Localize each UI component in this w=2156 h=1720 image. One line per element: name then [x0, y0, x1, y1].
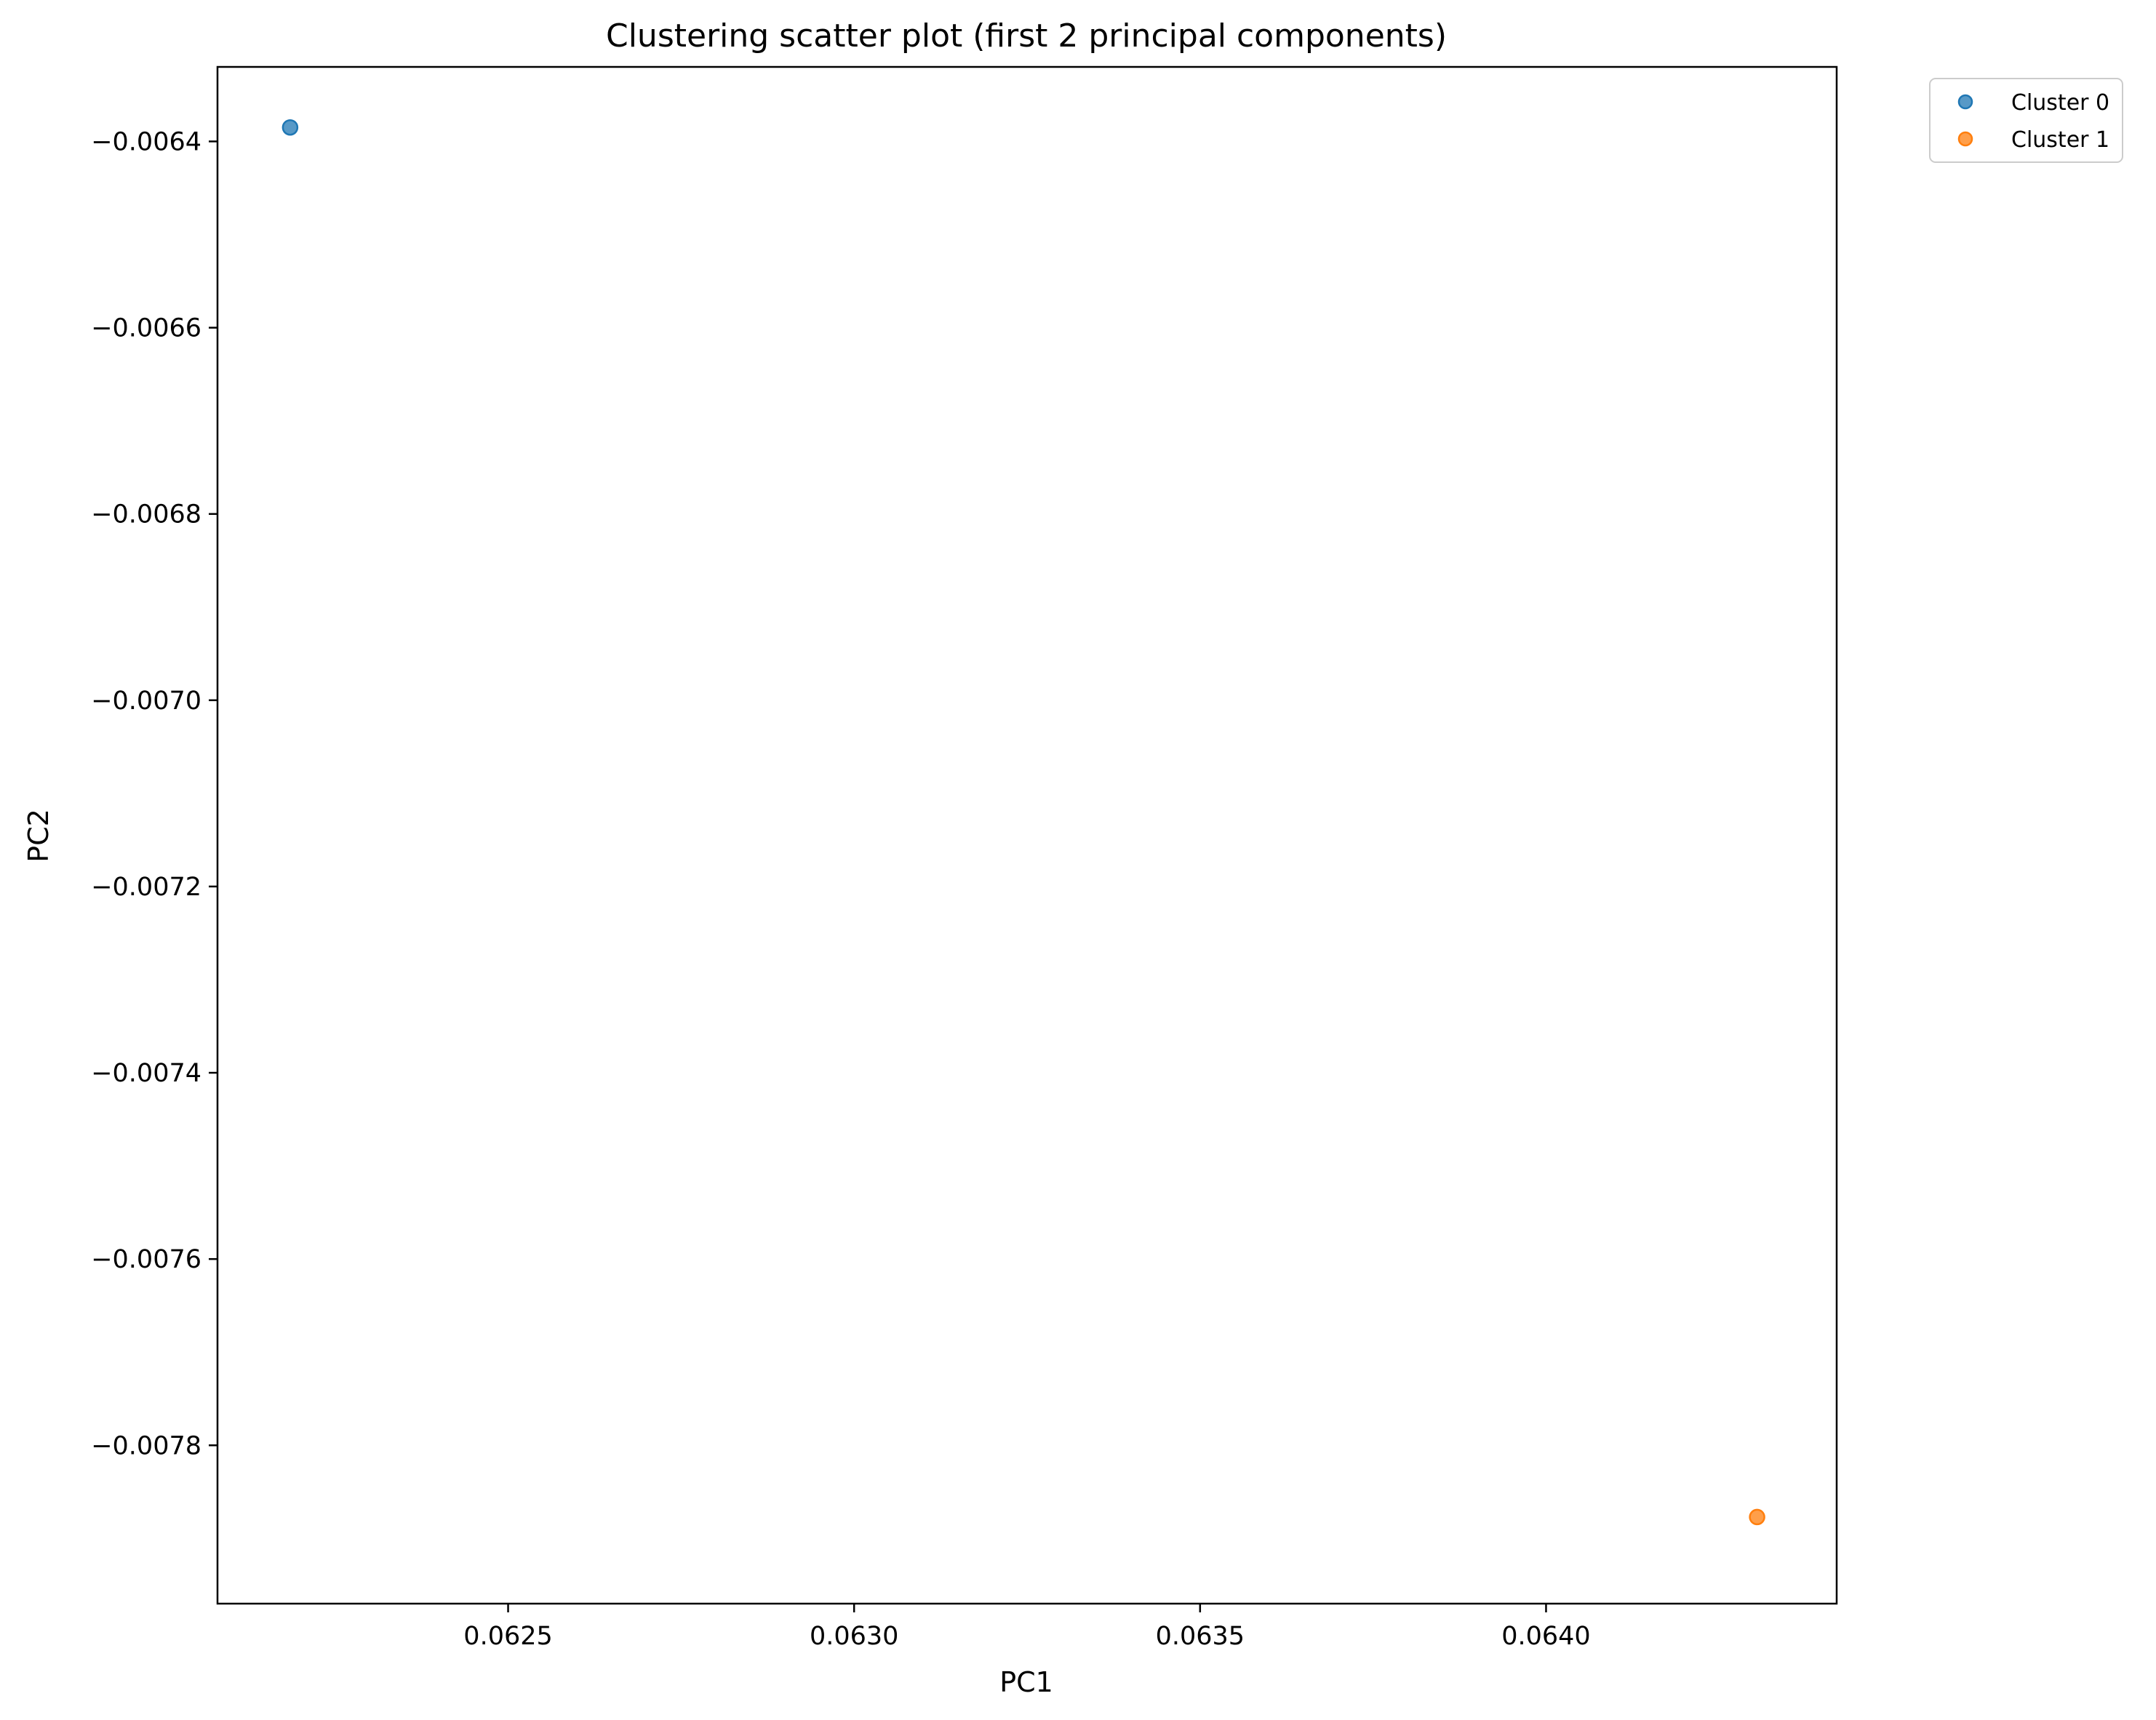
x-axis-label: PC1: [999, 1666, 1053, 1698]
y-tick-label: −0.0076: [91, 1245, 201, 1274]
y-axis-ticks: −0.0064 −0.0066 −0.0068 −0.0070 −0.0072 −0.00…: [91, 127, 217, 1460]
y-tick-label: −0.0070: [91, 687, 201, 716]
y-tick-label: −0.0064: [91, 127, 201, 156]
plot-area-frame: [216, 65, 1838, 1605]
legend-box: [1929, 78, 2123, 163]
legend: Cluster 0 Cluster 1: [1929, 78, 2123, 163]
legend-label-cluster-0: Cluster 0: [2011, 90, 2109, 116]
x-tick-label: 0.0625: [463, 1622, 552, 1651]
legend-label-cluster-1: Cluster 1: [2011, 127, 2109, 153]
y-tick-label: −0.0072: [91, 873, 201, 902]
legend-marker-cluster-1: [1957, 131, 1973, 147]
y-axis-label: PC2: [23, 809, 55, 863]
y-tick-label: −0.0074: [91, 1059, 201, 1088]
y-tick-label: −0.0066: [91, 314, 201, 343]
scatter-point-cluster-0: [282, 119, 299, 136]
y-tick-label: −0.0068: [91, 500, 201, 529]
x-tick-label: 0.0640: [1501, 1622, 1590, 1651]
scatter-point-cluster-1: [1749, 1508, 1765, 1526]
x-tick-label: 0.0635: [1156, 1622, 1245, 1651]
legend-marker-cluster-0: [1957, 94, 1973, 110]
y-tick-label: −0.0078: [91, 1431, 201, 1460]
x-axis-ticks: 0.0625 0.0630 0.0635 0.0640: [463, 1604, 1591, 1651]
x-tick-label: 0.0630: [810, 1622, 898, 1651]
scatter-points: [282, 119, 1765, 1526]
chart-title: Clustering scatter plot (first 2 princip…: [606, 17, 1447, 55]
